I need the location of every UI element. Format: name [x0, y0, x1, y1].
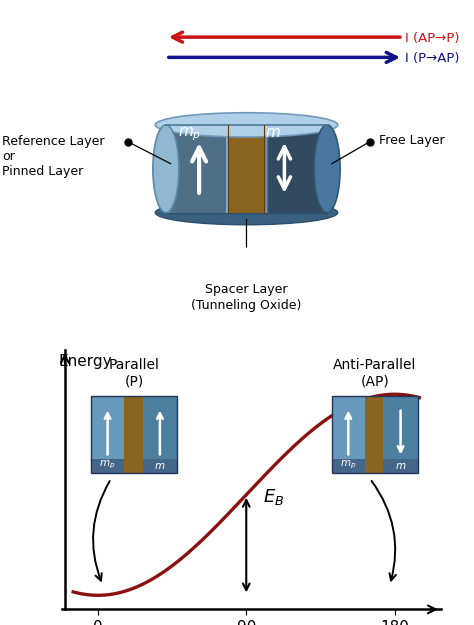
Text: Energy: Energy: [58, 354, 112, 369]
Polygon shape: [170, 125, 212, 212]
Polygon shape: [267, 125, 294, 212]
Text: $m_p$: $m_p$: [100, 458, 116, 471]
Polygon shape: [383, 459, 418, 472]
Polygon shape: [268, 125, 310, 212]
Text: Reference Layer
or
Pinned Layer: Reference Layer or Pinned Layer: [2, 135, 105, 178]
Polygon shape: [267, 125, 285, 212]
Polygon shape: [268, 125, 296, 212]
Polygon shape: [169, 125, 191, 212]
Polygon shape: [169, 125, 182, 212]
Text: Spacer Layer
(Tunneling Oxide): Spacer Layer (Tunneling Oxide): [191, 284, 301, 311]
Polygon shape: [169, 125, 201, 212]
Polygon shape: [169, 125, 197, 212]
Polygon shape: [169, 125, 189, 212]
Ellipse shape: [155, 201, 338, 225]
Text: Anti-Parallel
(AP): Anti-Parallel (AP): [333, 358, 417, 388]
Polygon shape: [264, 125, 327, 212]
Polygon shape: [168, 125, 174, 212]
Polygon shape: [91, 396, 124, 472]
Polygon shape: [268, 125, 304, 212]
Polygon shape: [169, 125, 208, 212]
Polygon shape: [267, 125, 275, 212]
Polygon shape: [169, 125, 203, 212]
Polygon shape: [143, 396, 177, 472]
Polygon shape: [168, 125, 170, 212]
Polygon shape: [267, 125, 273, 212]
Ellipse shape: [153, 125, 179, 212]
Polygon shape: [170, 125, 224, 212]
Polygon shape: [169, 125, 193, 212]
Polygon shape: [267, 125, 292, 212]
Polygon shape: [170, 125, 218, 212]
Polygon shape: [169, 125, 187, 212]
Text: $m$: $m$: [154, 461, 165, 471]
Polygon shape: [267, 125, 269, 212]
Polygon shape: [267, 125, 279, 212]
Polygon shape: [269, 125, 323, 212]
Text: $m_p$: $m_p$: [340, 458, 356, 471]
Polygon shape: [267, 125, 271, 212]
Polygon shape: [168, 125, 176, 212]
Polygon shape: [332, 459, 365, 472]
Polygon shape: [91, 459, 124, 472]
Polygon shape: [228, 125, 264, 212]
Polygon shape: [170, 125, 214, 212]
Text: Free Layer: Free Layer: [379, 134, 445, 146]
Polygon shape: [268, 125, 298, 212]
Polygon shape: [264, 125, 266, 212]
Polygon shape: [169, 125, 206, 212]
Ellipse shape: [155, 112, 338, 137]
Polygon shape: [267, 125, 290, 212]
Polygon shape: [170, 125, 222, 212]
Polygon shape: [170, 125, 220, 212]
Polygon shape: [332, 396, 365, 472]
Polygon shape: [268, 125, 321, 212]
Polygon shape: [268, 125, 308, 212]
Polygon shape: [166, 125, 168, 212]
Polygon shape: [268, 125, 300, 212]
Text: Parallel
(P): Parallel (P): [109, 358, 160, 388]
Text: I (AP→P): I (AP→P): [405, 32, 460, 45]
Polygon shape: [124, 396, 143, 472]
Polygon shape: [143, 459, 177, 472]
Polygon shape: [168, 125, 172, 212]
Polygon shape: [169, 125, 195, 212]
Polygon shape: [268, 125, 306, 212]
Text: $m_p$: $m_p$: [178, 126, 201, 143]
Text: $E_B$: $E_B$: [263, 487, 284, 507]
Polygon shape: [383, 396, 418, 472]
Polygon shape: [267, 125, 281, 212]
Polygon shape: [269, 125, 325, 212]
Polygon shape: [268, 125, 319, 212]
Polygon shape: [168, 125, 181, 212]
Polygon shape: [268, 125, 312, 212]
Polygon shape: [170, 125, 216, 212]
Polygon shape: [166, 125, 228, 212]
Polygon shape: [267, 125, 283, 212]
Polygon shape: [365, 396, 383, 472]
Polygon shape: [169, 125, 210, 212]
Polygon shape: [169, 125, 199, 212]
Polygon shape: [168, 125, 178, 212]
Ellipse shape: [314, 125, 340, 212]
Polygon shape: [268, 125, 315, 212]
Polygon shape: [169, 125, 185, 212]
Polygon shape: [268, 125, 302, 212]
Polygon shape: [268, 125, 317, 212]
Text: $m$: $m$: [265, 125, 281, 139]
Polygon shape: [267, 125, 287, 212]
Polygon shape: [267, 125, 277, 212]
Text: $m$: $m$: [395, 461, 406, 471]
Polygon shape: [170, 125, 227, 212]
Text: I (P→AP): I (P→AP): [405, 52, 460, 65]
